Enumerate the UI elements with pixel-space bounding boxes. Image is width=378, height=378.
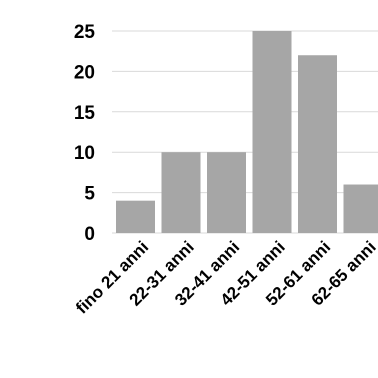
y-tick-label-20: 20 (74, 62, 95, 83)
bars (116, 31, 378, 233)
bar-6 (343, 184, 378, 233)
y-tick-label-25: 25 (74, 22, 96, 43)
bar-1 (116, 200, 155, 233)
bar-3 (207, 152, 246, 233)
y-tick-label-10: 10 (74, 143, 95, 164)
bar-5 (298, 55, 337, 233)
y-tick-label-15: 15 (74, 103, 96, 124)
bar-4 (252, 31, 292, 233)
y-axis-tick-labels: 0 5 10 15 20 25 (74, 22, 96, 245)
bar-2 (161, 152, 201, 233)
y-tick-label-5: 5 (84, 184, 95, 205)
y-tick-label-0: 0 (84, 224, 95, 245)
